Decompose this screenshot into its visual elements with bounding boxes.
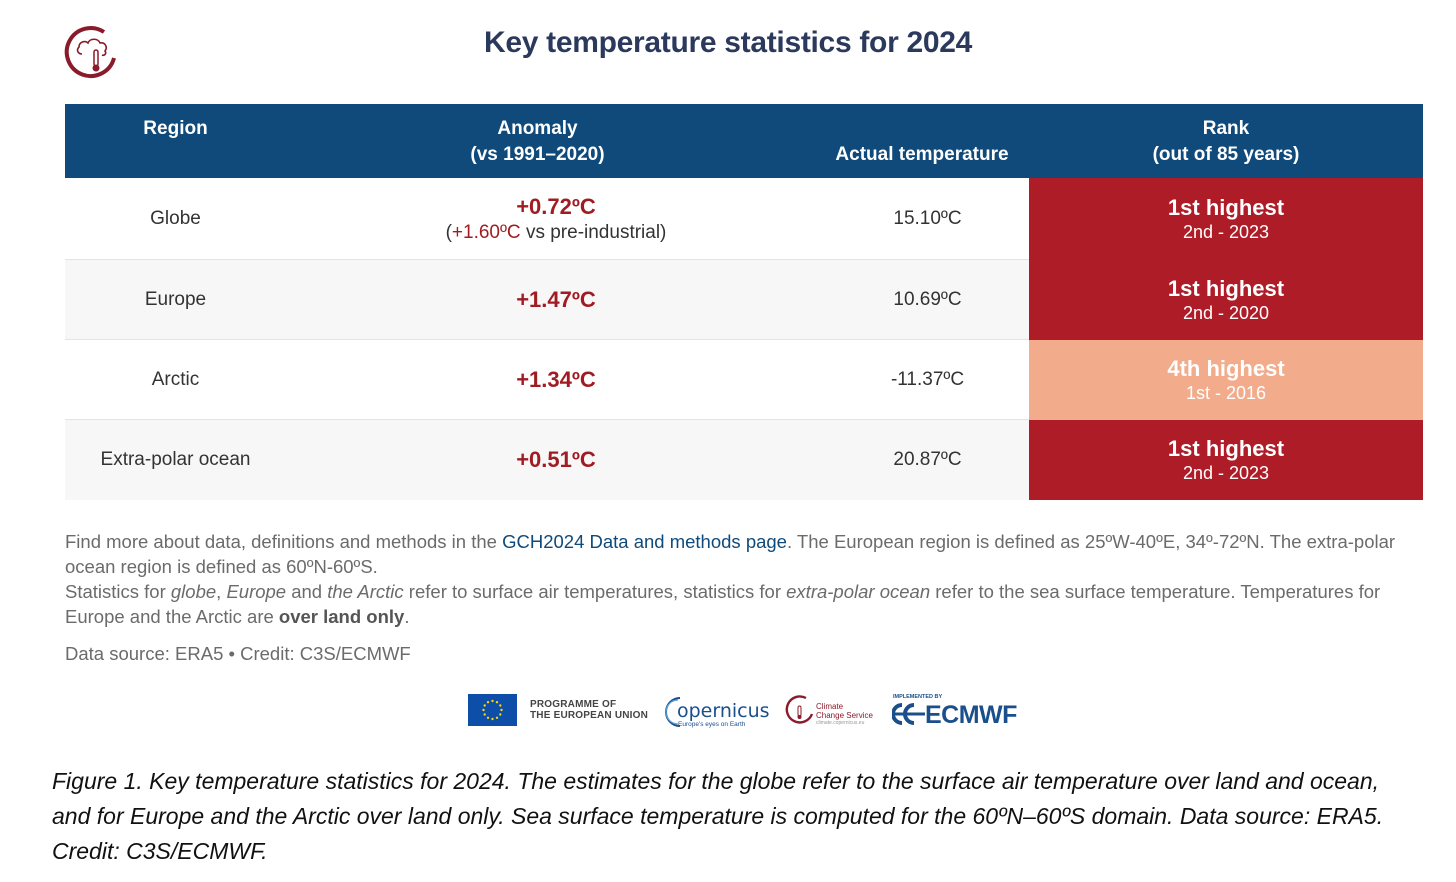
anomaly-value: +0.51ºC <box>516 447 596 472</box>
rank-value: 4th highest <box>1167 356 1285 381</box>
anomaly-cell: +1.47ºC <box>286 260 826 340</box>
notes-paragraph-2: Statistics for globe, Europe and the Arc… <box>65 581 1381 627</box>
anomaly-value: +0.72ºC <box>516 194 596 219</box>
rank-value: 1st highest <box>1167 195 1285 220</box>
notes-block: Find more about data, definitions and me… <box>65 529 1425 629</box>
anomaly-cell: +0.72ºC (+1.60ºC vs pre-industrial) <box>286 178 826 260</box>
col-header-region: Region <box>143 118 208 139</box>
anomaly-preindustrial-note: (+1.60ºC vs pre-industrial) <box>445 222 667 243</box>
col-header-actual-temperature: Actual temperature <box>835 144 1009 165</box>
partner-logos: PROGRAMME OF THE EUROPEAN UNION opernicu… <box>468 690 1028 730</box>
col-header-rank: Rank (out of 85 years) <box>1152 118 1300 165</box>
copernicus-tagline: Europe's eyes on Earth <box>678 721 746 728</box>
table-header-row: Region Anomaly (vs 1991–2020) Rank (out … <box>65 104 1423 178</box>
region-cell: Europe <box>144 289 207 310</box>
ecmwf-logo-icon <box>892 703 925 725</box>
data-methods-link[interactable]: GCH2024 Data and methods page <box>502 531 787 552</box>
anomaly-value: +1.47ºC <box>516 287 596 312</box>
eu-flag-icon <box>468 694 517 726</box>
region-cell: Globe <box>150 208 201 229</box>
figure-caption: Figure 1. Key temperature statistics for… <box>52 768 1384 864</box>
c3s-url: climate.copernicus.eu <box>816 720 865 726</box>
table-row: Globe +0.72ºC (+1.60ºC vs pre-industrial) 1… <box>65 178 1423 260</box>
anomaly-cell: +1.34ºC <box>286 340 826 420</box>
c3s-thermometer-logo-icon <box>64 26 116 79</box>
region-cell: Extra-polar ocean <box>100 449 251 470</box>
eu-programme-label: PROGRAMME OF THE EUROPEAN UNION <box>530 699 649 721</box>
anomaly-value: +1.34ºC <box>516 367 596 392</box>
notes-paragraph-1: Find more about data, definitions and me… <box>65 531 1396 577</box>
ecmwf-implemented-by: IMPLEMENTED BY <box>893 694 943 700</box>
rank-cell: 1st highest 2nd - 2020 <box>1029 260 1423 340</box>
copernicus-wordmark: opernicus <box>677 700 770 722</box>
rank-cell: 1st highest 2nd - 2023 <box>1029 420 1423 500</box>
table-row: Arctic +1.34ºC -11.37ºC 4th highest 1st - 20… <box>65 340 1423 420</box>
table-row: Extra-polar ocean +0.51ºC 20.87ºC 1st highe… <box>65 420 1423 500</box>
rank-runner-up: 1st - 2016 <box>1185 383 1267 403</box>
rank-cell: 4th highest 1st - 2016 <box>1029 340 1423 420</box>
actual-temperature-cell: 20.87ºC <box>893 449 962 470</box>
actual-temperature-cell: 10.69ºC <box>893 289 962 310</box>
rank-cell: 1st highest 2nd - 2023 <box>1029 178 1423 260</box>
stats-grid: Region Anomaly (vs 1991–2020) Rank (out … <box>65 104 1423 500</box>
anomaly-cell: +0.51ºC <box>286 420 826 500</box>
rank-runner-up: 2nd - 2023 <box>1182 222 1270 242</box>
page-title: Key temperature statistics for 2024 <box>483 26 973 59</box>
rank-runner-up: 2nd - 2020 <box>1182 303 1270 323</box>
col-header-anomaly: Anomaly (vs 1991–2020) <box>470 118 605 165</box>
region-cell: Arctic <box>151 369 200 390</box>
rank-value: 1st highest <box>1167 276 1285 301</box>
actual-temperature-cell: 15.10ºC <box>893 208 962 229</box>
copernicus-logo-icon <box>665 697 681 727</box>
ecmwf-wordmark: ECMWF <box>925 701 1017 729</box>
climate-change-service-logo-icon <box>785 695 814 724</box>
table-row: Europe +1.47ºC 10.69ºC 1st highest 2nd - 202… <box>65 260 1423 340</box>
c3s-wordmark: Climate Change Service <box>816 702 873 720</box>
rank-runner-up: 2nd - 2023 <box>1182 463 1270 483</box>
data-source-credit: Data source: ERA5 • Credit: C3S/ECMWF <box>65 643 411 664</box>
rank-value: 1st highest <box>1167 436 1285 461</box>
actual-temperature-cell: -11.37ºC <box>890 369 965 390</box>
